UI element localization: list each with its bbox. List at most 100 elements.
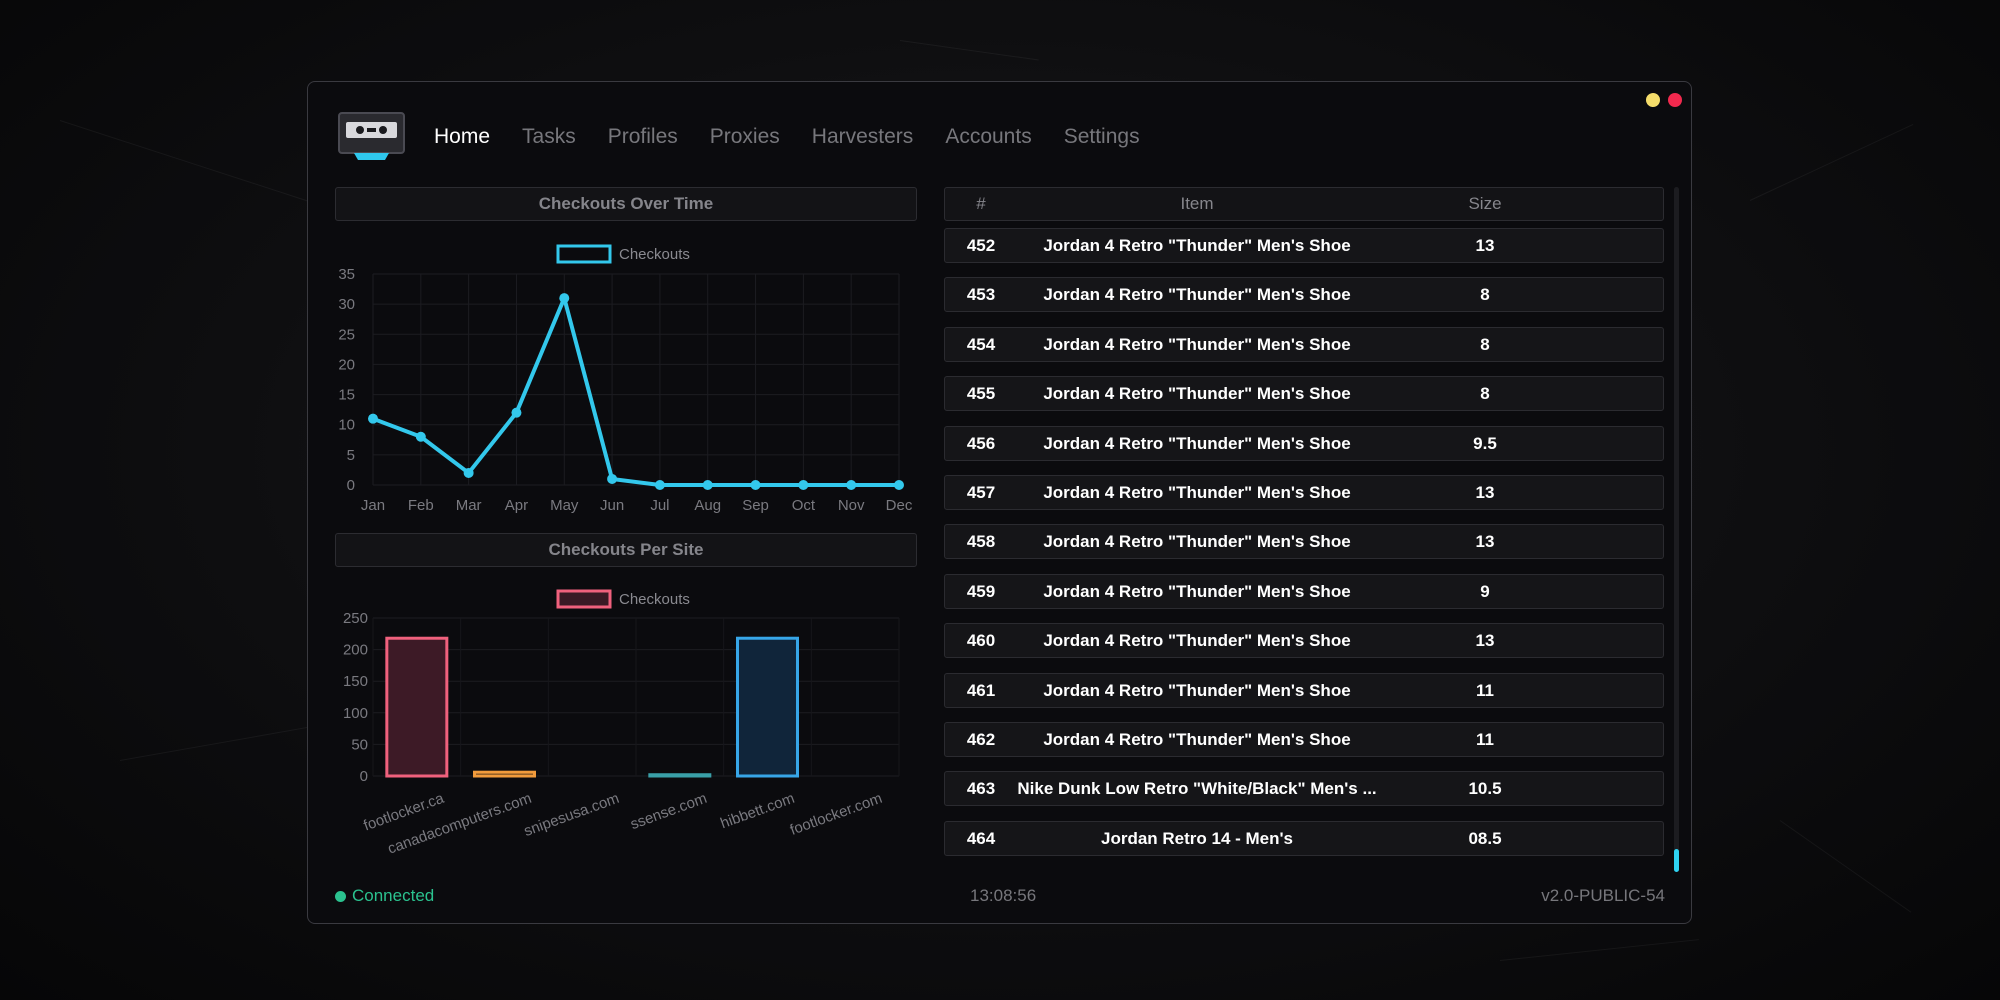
nav-item-harvesters[interactable]: Harvesters [811,125,914,148]
row-item: Jordan 4 Retro "Thunder" Men's Shoe [1043,730,1351,749]
row-item: Jordan 4 Retro "Thunder" Men's Shoe [1043,532,1351,552]
table-row[interactable]: 454 Jordan 4 Retro "Thunder" Men's Shoe 8 [944,326,1664,362]
line-chart-title: Checkouts Over Time [335,187,917,221]
x-tick-label: Jul [650,497,669,514]
x-tick-label: Aug [694,497,721,514]
row-item: Jordan Retro 14 - Men's [1100,828,1294,848]
bar [648,773,712,778]
row-size: 08.5 [1468,828,1502,848]
close-button[interactable] [1668,93,1682,107]
table-row[interactable]: 464 Jordan Retro 14 - Men's 08.5 [944,820,1664,856]
version-label: v2.0-PUBLIC-54 [1541,886,1665,905]
row-num: 461 [966,680,996,700]
row-size: 9.5 [1473,433,1497,453]
status-label: Connected [352,886,435,905]
x-tick-label: Feb [408,497,434,514]
row-size: 13 [1475,532,1495,552]
legend-swatch [556,589,612,609]
row-size: 9 [1480,581,1490,601]
y-tick-label: 150 [343,673,368,690]
header-item: Item [1180,194,1214,213]
row-item: Jordan 4 Retro "Thunder" Men's Shoe [1043,285,1351,305]
row-item: Jordan 4 Retro "Thunder" Men's Shoe [1043,631,1351,651]
data-point [702,480,713,490]
table-row[interactable]: 461 Jordan 4 Retro "Thunder" Men's Shoe 11 [944,672,1664,708]
x-tick-label: Oct [792,497,816,514]
table-row[interactable]: 463 Nike Dunk Low Retro "White/Black" Men… [944,771,1664,807]
x-tick-label: Mar [456,497,482,514]
x-tick-label: Dec [886,497,913,514]
row-item: Jordan 4 Retro "Thunder" Men's Shoe [1043,384,1351,404]
data-point [368,413,378,424]
x-tick-label: Nov [838,497,865,514]
x-tick-label: snipesusa.com [522,790,622,840]
bar [473,770,536,778]
row-num: 462 [966,730,996,749]
row-item: Jordan 4 Retro "Thunder" Men's Shoe [1043,680,1351,700]
data-point [463,467,474,478]
y-tick-label: 25 [338,326,355,343]
row-size: 13 [1475,631,1495,651]
table-row[interactable]: 458 Jordan 4 Retro "Thunder" Men's Shoe 13 [944,524,1664,560]
x-tick-label: Jun [600,497,624,514]
row-item: Nike Dunk Low Retro "White/Black" Men's … [1017,779,1377,799]
legend-swatch [556,244,612,264]
nav-item-proxies[interactable]: Proxies [709,125,780,148]
row-item: Jordan 4 Retro "Thunder" Men's Shoe [1043,483,1351,502]
x-tick-label: hibbett.com [718,790,797,832]
checkouts-over-time-chart: 0 5 10 15 20 25 30 35 Jan Feb Mar Apr May Jun Jul Aug Se… [338,244,913,514]
row-item: Jordan 4 Retro "Thunder" Men's Shoe [1043,236,1351,255]
row-item: Jordan 4 Retro "Thunder" Men's Shoe [1043,433,1351,453]
nav-item-profiles[interactable]: Profiles [607,125,678,148]
table-row[interactable]: 457 Jordan 4 Retro "Thunder" Men's Shoe 13 [944,475,1664,510]
row-num: 457 [966,483,996,502]
nav-item-settings[interactable]: Settings [1063,125,1140,148]
y-tick-label: 5 [347,447,355,464]
data-point [654,480,665,490]
legend-label: Checkouts [619,591,690,608]
row-size: 11 [1476,730,1494,749]
row-num: 456 [966,433,996,453]
row-num: 455 [966,384,996,404]
y-tick-label: 15 [338,387,355,404]
cassette-logo-icon [338,112,405,160]
x-tick-label: canadacomputers.com [385,790,533,858]
header-size: Size [1468,194,1502,213]
series-line [372,296,899,487]
y-tick-label: 250 [343,610,368,627]
table-row[interactable]: 452 Jordan 4 Retro "Thunder" Men's Shoe 13 [944,228,1664,263]
table-row[interactable]: 453 Jordan 4 Retro "Thunder" Men's Shoe 8 [944,277,1664,313]
table-row[interactable]: 456 Jordan 4 Retro "Thunder" Men's Shoe 9.… [944,425,1664,461]
data-point [846,480,857,490]
main-nav: Home Tasks Profiles Proxies Harvesters Accoun… [434,124,1172,150]
app-window: Home Tasks Profiles Proxies Harvesters Accoun… [307,81,1692,924]
table-header: # Item Size [944,187,1664,221]
table-row[interactable]: 462 Jordan 4 Retro "Thunder" Men's Shoe 11 [944,722,1664,757]
nav-item-tasks[interactable]: Tasks [522,125,576,148]
row-num: 454 [966,334,996,354]
row-num: 452 [966,236,996,255]
x-tick-label: Apr [505,497,528,514]
header-num: # [976,194,986,213]
bar-chart-title: Checkouts Per Site [335,533,917,567]
minimize-button[interactable] [1646,93,1660,107]
row-num: 460 [966,631,996,651]
scrollbar-thumb[interactable] [1674,849,1679,872]
data-point [798,480,809,490]
nav-item-accounts[interactable]: Accounts [945,125,1032,148]
row-size: 10.5 [1468,779,1502,799]
row-num: 458 [966,532,996,552]
y-tick-label: 200 [343,642,368,659]
clock: 13:08:56 [970,886,1037,905]
table-row[interactable]: 455 Jordan 4 Retro "Thunder" Men's Shoe 8 [944,376,1664,412]
y-tick-label: 0 [347,477,355,494]
data-point [750,480,761,490]
scrollbar-track[interactable] [1674,187,1679,872]
x-tick-label: Sep [742,497,769,514]
table-row[interactable]: 460 Jordan 4 Retro "Thunder" Men's Shoe 13 [944,623,1664,659]
row-item: Jordan 4 Retro "Thunder" Men's Shoe [1043,334,1351,354]
row-size: 13 [1475,483,1495,502]
nav-item-home[interactable]: Home [434,125,491,148]
table-row[interactable]: 459 Jordan 4 Retro "Thunder" Men's Shoe 9 [944,573,1664,609]
row-size: 8 [1480,285,1490,305]
